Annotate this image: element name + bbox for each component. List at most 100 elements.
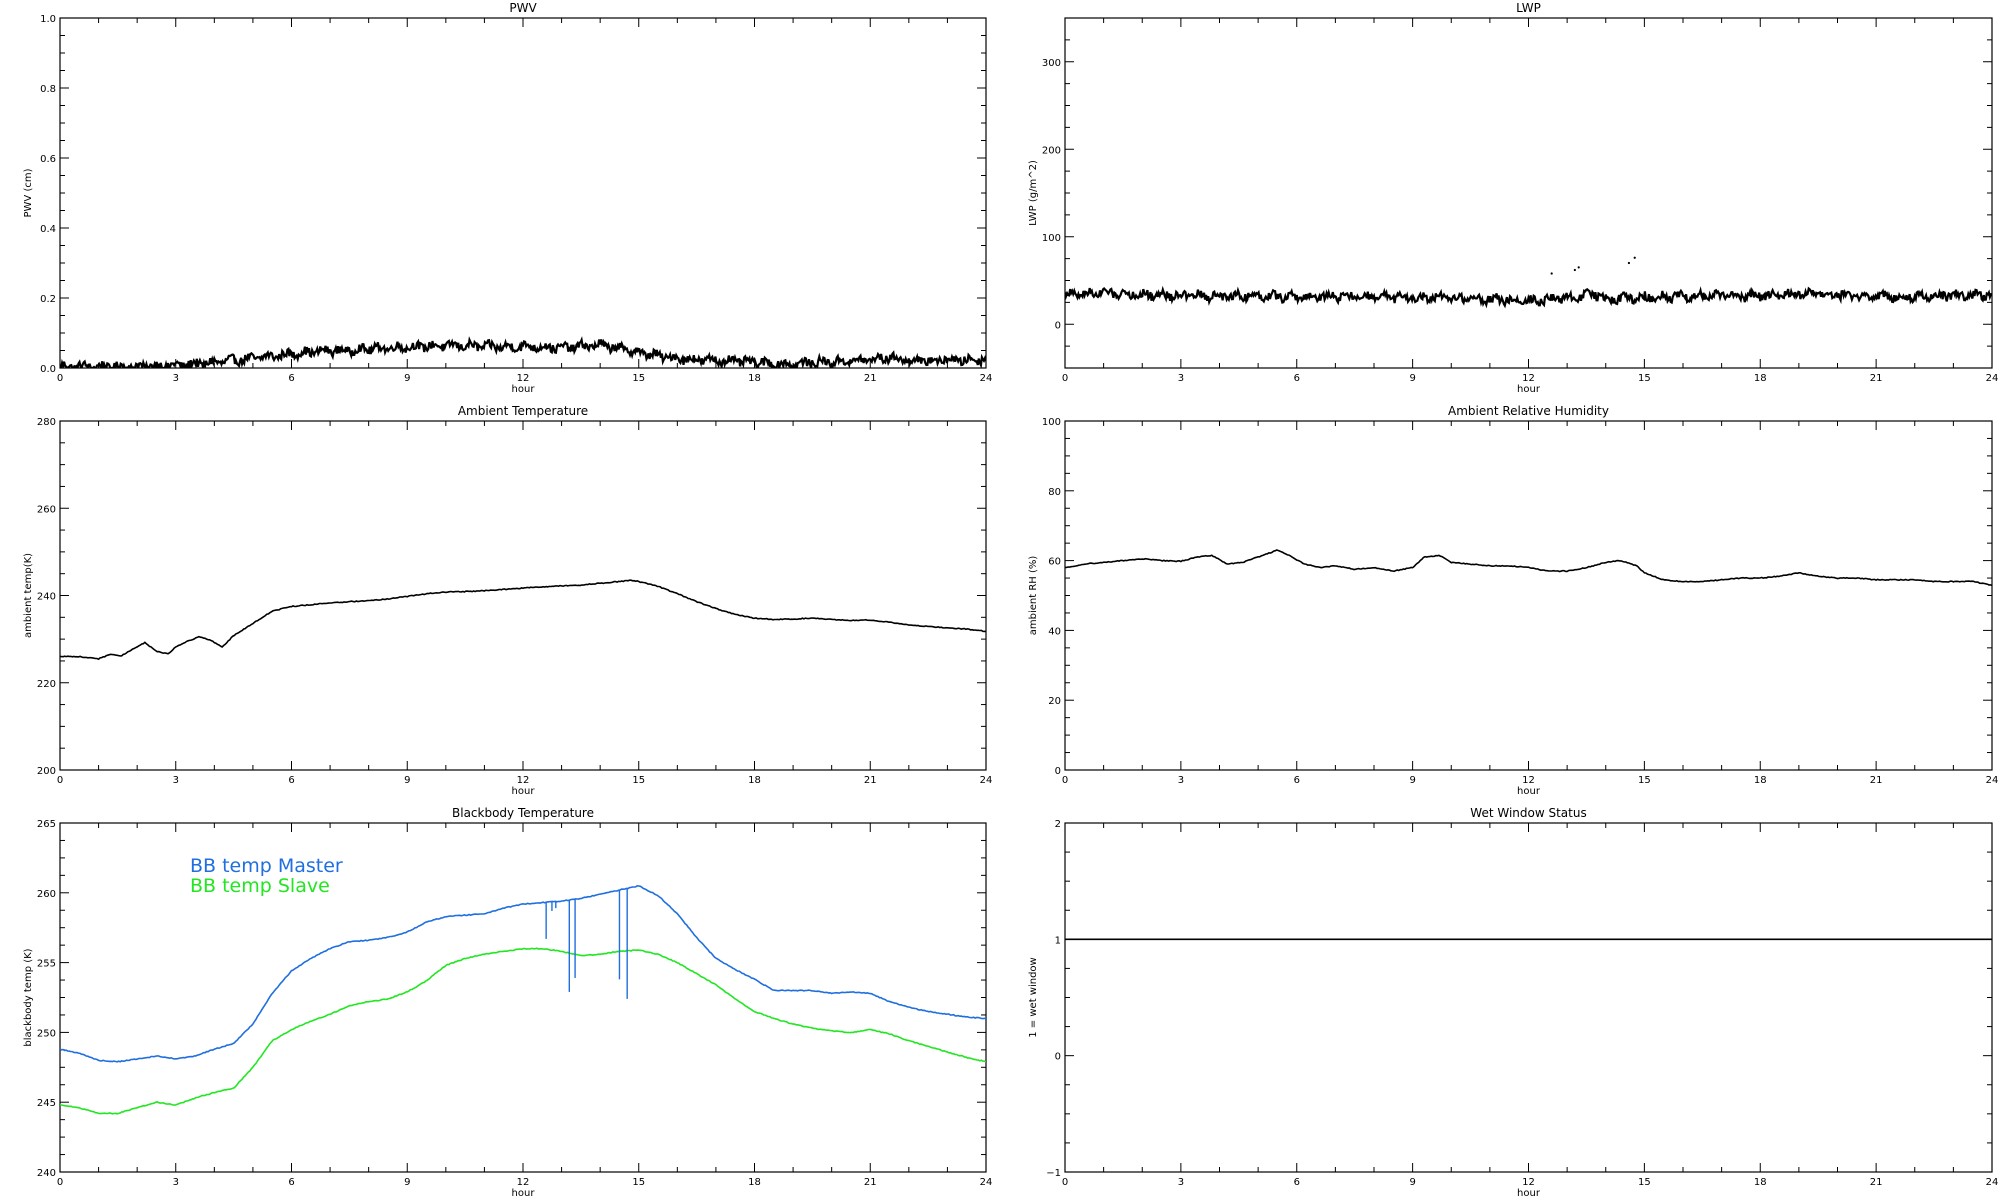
x-tick-label: 18: [748, 1177, 761, 1188]
x-tick-label: 0: [57, 1177, 63, 1188]
x-tick-label: 15: [1638, 373, 1651, 384]
y-axis-label: ambient RH (%): [1028, 556, 1039, 636]
plot-area: [60, 884, 986, 1115]
x-tick-label: 21: [1870, 775, 1883, 786]
x-tick-label: 0: [57, 775, 63, 786]
y-axis-label: LWP (g/m^2): [1028, 160, 1039, 226]
chart-panel-0: PWV 0 3 6 9 12 15 18 21 24 hour 0.0 0.2 0.4 0.6 0.8 1.0 P…: [23, 1, 992, 395]
chart-title: Ambient Temperature: [458, 404, 588, 418]
x-tick-label: 9: [404, 1177, 410, 1188]
y-tick-label: 200: [1042, 145, 1061, 156]
y-tick-label: 260: [37, 504, 56, 515]
x-tick-label: 15: [632, 775, 645, 786]
x-tick-label: 24: [1986, 1177, 1999, 1188]
series-line-1: [60, 947, 986, 1115]
x-tick-label: 24: [980, 1177, 993, 1188]
x-tick-label: 21: [864, 775, 877, 786]
chart-title: PWV: [509, 1, 537, 15]
x-tick-label: 3: [1178, 373, 1184, 384]
x-tick-label: 6: [1294, 373, 1300, 384]
outlier-point: [1633, 256, 1636, 259]
plot-frame: [1064, 17, 1993, 369]
y-tick-label: 220: [37, 679, 56, 690]
x-tick-label: 21: [864, 373, 877, 384]
x-tick-label: 9: [1409, 775, 1415, 786]
y-tick-label: 0: [1055, 766, 1061, 777]
x-tick-label: 3: [1178, 775, 1184, 786]
series-line-0: [60, 884, 986, 1063]
x-tick-label: 6: [288, 1177, 294, 1188]
outlier-point: [1573, 268, 1576, 272]
x-tick-label: 24: [1986, 373, 1999, 384]
y-tick-label: 2: [1055, 819, 1061, 830]
x-tick-label: 12: [517, 775, 530, 786]
x-tick-label: 12: [1522, 373, 1535, 384]
x-tick-label: 21: [864, 1177, 877, 1188]
x-tick-label: 12: [517, 1177, 530, 1188]
y-tick-label: 80: [1048, 487, 1061, 498]
series-line-0: [60, 336, 986, 368]
y-tick-label: 265: [37, 819, 56, 830]
x-tick-label: 18: [1754, 373, 1767, 384]
x-tick-label: 21: [1870, 1177, 1883, 1188]
y-axis-label: 1 = wet window: [1028, 957, 1039, 1037]
x-tick-label: 24: [980, 373, 993, 384]
y-tick-label: 0: [1055, 1052, 1061, 1063]
x-tick-label: 15: [632, 373, 645, 384]
y-tick-label: 240: [37, 592, 56, 603]
y-tick-label: 0: [1055, 320, 1061, 331]
plot-frame: [59, 420, 987, 771]
x-tick-label: 6: [1294, 775, 1300, 786]
x-axis-label: hour: [512, 384, 536, 395]
outlier-point: [1577, 266, 1580, 269]
chart-title: Blackbody Temperature: [452, 806, 594, 820]
x-axis-label: hour: [1517, 786, 1541, 797]
x-tick-label: 3: [1178, 1177, 1184, 1188]
y-tick-label: 1: [1055, 935, 1061, 946]
chart-panel-1: LWP 0 3 6 9 12 15 18 21 24 hour 0 100 200 300 LWP (g/m^…: [1028, 1, 1998, 395]
x-tick-label: 6: [1294, 1177, 1300, 1188]
series-line-0: [60, 579, 986, 661]
y-tick-label: 250: [37, 1028, 56, 1039]
x-tick-label: 0: [1062, 775, 1068, 786]
series-line-0: [1065, 285, 1992, 309]
plot-frame: [1064, 420, 1993, 771]
y-axis-label: PWV (cm): [23, 168, 34, 217]
chart-panel-4: Blackbody Temperature 0 3 6 9 12 15 18 21 24 hour 2…: [23, 806, 992, 1199]
x-tick-label: 6: [288, 775, 294, 786]
outlier-point: [1550, 272, 1553, 275]
series-line-0: [1065, 549, 1992, 587]
legend-entry: BB temp Master: [190, 855, 343, 877]
y-tick-label: 240: [37, 1168, 56, 1179]
y-tick-label: 260: [37, 889, 56, 900]
x-tick-label: 3: [173, 373, 179, 384]
y-tick-label: 200: [37, 766, 56, 777]
y-tick-label: 0.6: [40, 154, 56, 165]
outlier-point: [1627, 261, 1631, 265]
x-tick-label: 15: [632, 1177, 645, 1188]
y-tick-label: 60: [1048, 557, 1061, 568]
x-axis-label: hour: [512, 786, 536, 797]
x-tick-label: 15: [1638, 1177, 1651, 1188]
x-tick-label: 3: [173, 775, 179, 786]
x-tick-label: 18: [1754, 1177, 1767, 1188]
x-tick-label: 18: [748, 775, 761, 786]
x-axis-label: hour: [512, 1188, 536, 1199]
y-tick-label: 0.2: [40, 294, 56, 305]
plot-area: [60, 579, 986, 661]
plot-area: [1065, 549, 1992, 587]
chart-title: Wet Window Status: [1470, 806, 1586, 820]
y-tick-label: 100: [1042, 417, 1061, 428]
y-tick-label: 0.8: [40, 84, 56, 95]
x-tick-label: 18: [748, 373, 761, 384]
y-tick-label: 0.0: [40, 364, 56, 375]
y-tick-label: 300: [1042, 58, 1061, 69]
chart-title: Ambient Relative Humidity: [1448, 404, 1609, 418]
y-tick-label: 245: [37, 1098, 56, 1109]
plot-area: [60, 336, 986, 368]
x-tick-label: 15: [1638, 775, 1651, 786]
x-tick-label: 9: [404, 373, 410, 384]
y-tick-label: 280: [37, 417, 56, 428]
y-axis-label: ambient temp(K): [23, 553, 34, 638]
